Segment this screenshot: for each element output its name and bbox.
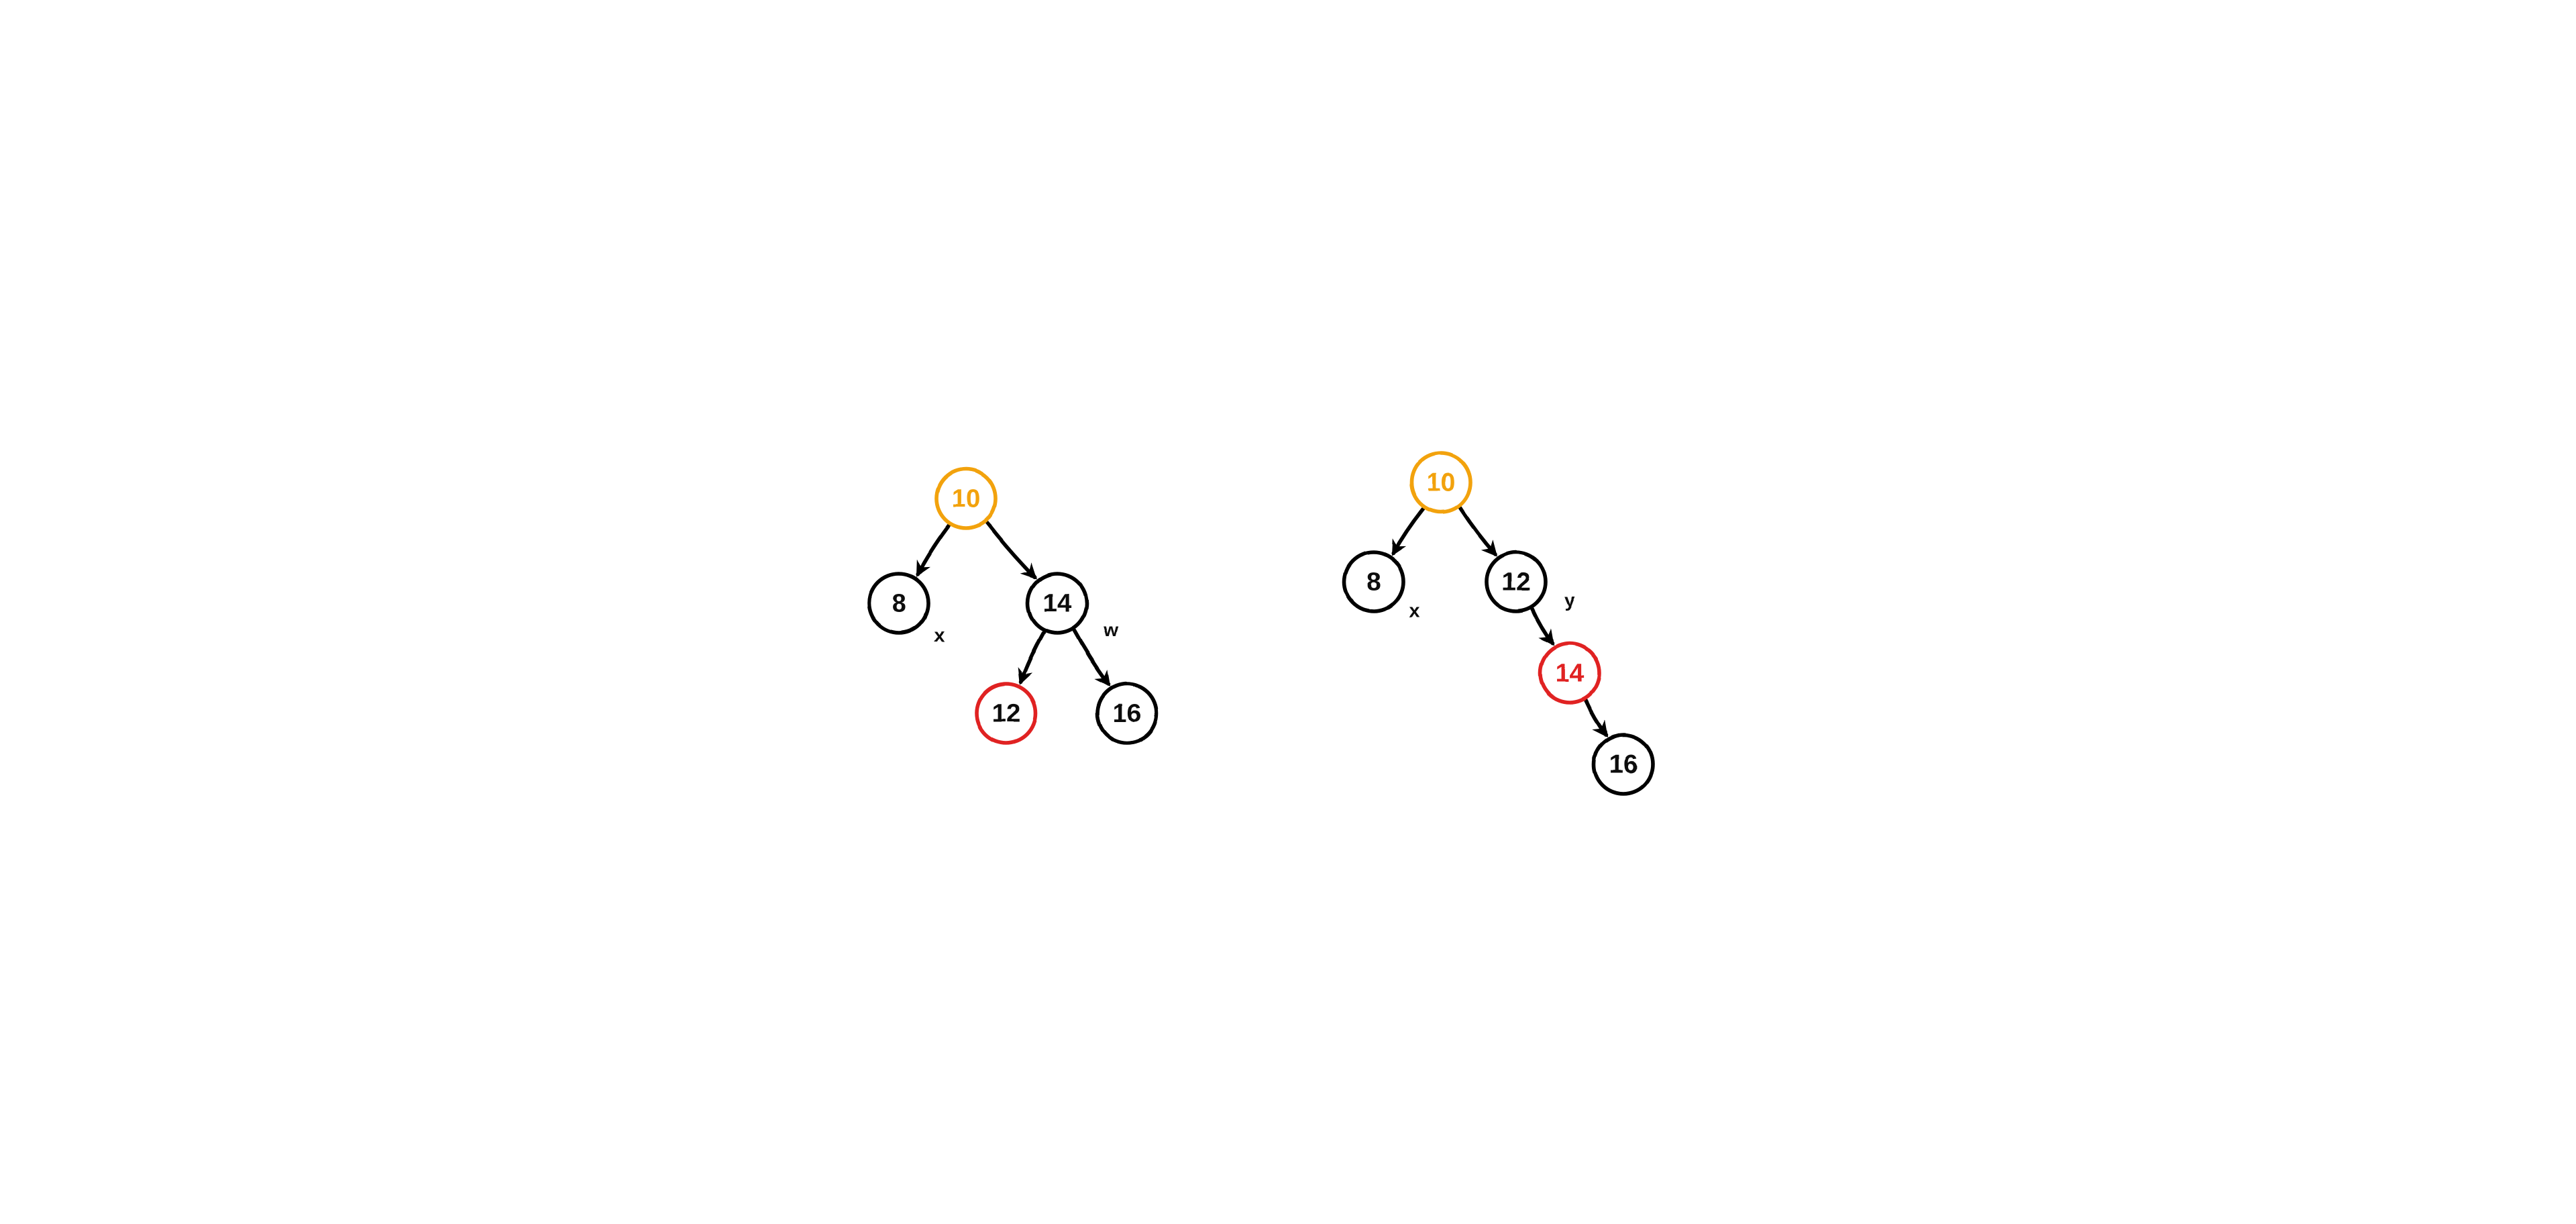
node-label-R_16: 16 <box>1609 750 1638 779</box>
node-annotation-R_12: y <box>1564 590 1575 611</box>
node-label-L_16: 16 <box>1113 699 1142 728</box>
tree-left: 108x14w1216 <box>869 469 1157 743</box>
node-label-R_8: 8 <box>1366 568 1381 597</box>
node-R_8: 8x <box>1344 552 1419 622</box>
node-R_16: 16 <box>1594 735 1653 794</box>
node-annotation-L_14: w <box>1103 619 1119 641</box>
edge-L_root-to-L_14 <box>987 523 1034 578</box>
node-label-R_root: 10 <box>1427 468 1456 497</box>
node-R_root: 10 <box>1411 453 1470 512</box>
node-L_12: 12 <box>977 684 1036 743</box>
node-label-L_12: 12 <box>992 699 1021 728</box>
node-label-R_14: 14 <box>1556 659 1585 688</box>
node-annotation-R_8: x <box>1409 601 1419 622</box>
tree-left-nodes: 108x14w1216 <box>869 469 1157 743</box>
node-annotation-L_8: x <box>934 625 945 646</box>
edge-L_root-to-L_8 <box>918 525 949 574</box>
node-label-L_8: 8 <box>892 589 906 618</box>
edge-L_14-to-L_12 <box>1021 632 1044 682</box>
node-label-L_14: 14 <box>1043 589 1072 618</box>
edge-R_root-to-R_8 <box>1393 509 1424 553</box>
node-L_8: 8x <box>869 574 945 646</box>
node-L_16: 16 <box>1097 684 1157 743</box>
tree-diagram: 108x14w1216108x12y1416 <box>773 367 1803 857</box>
node-label-L_root: 10 <box>952 484 981 513</box>
edge-R_14-to-R_16 <box>1586 701 1606 735</box>
edge-R_12-to-R_14 <box>1532 609 1552 644</box>
node-L_root: 10 <box>936 469 996 528</box>
edge-R_root-to-R_12 <box>1460 508 1495 554</box>
node-R_14: 14 <box>1540 644 1599 703</box>
tree-right-nodes: 108x12y1416 <box>1344 453 1653 794</box>
node-label-R_12: 12 <box>1502 568 1531 597</box>
tree-right: 108x12y1416 <box>1344 453 1653 794</box>
node-R_12: 12 y <box>1487 552 1575 611</box>
